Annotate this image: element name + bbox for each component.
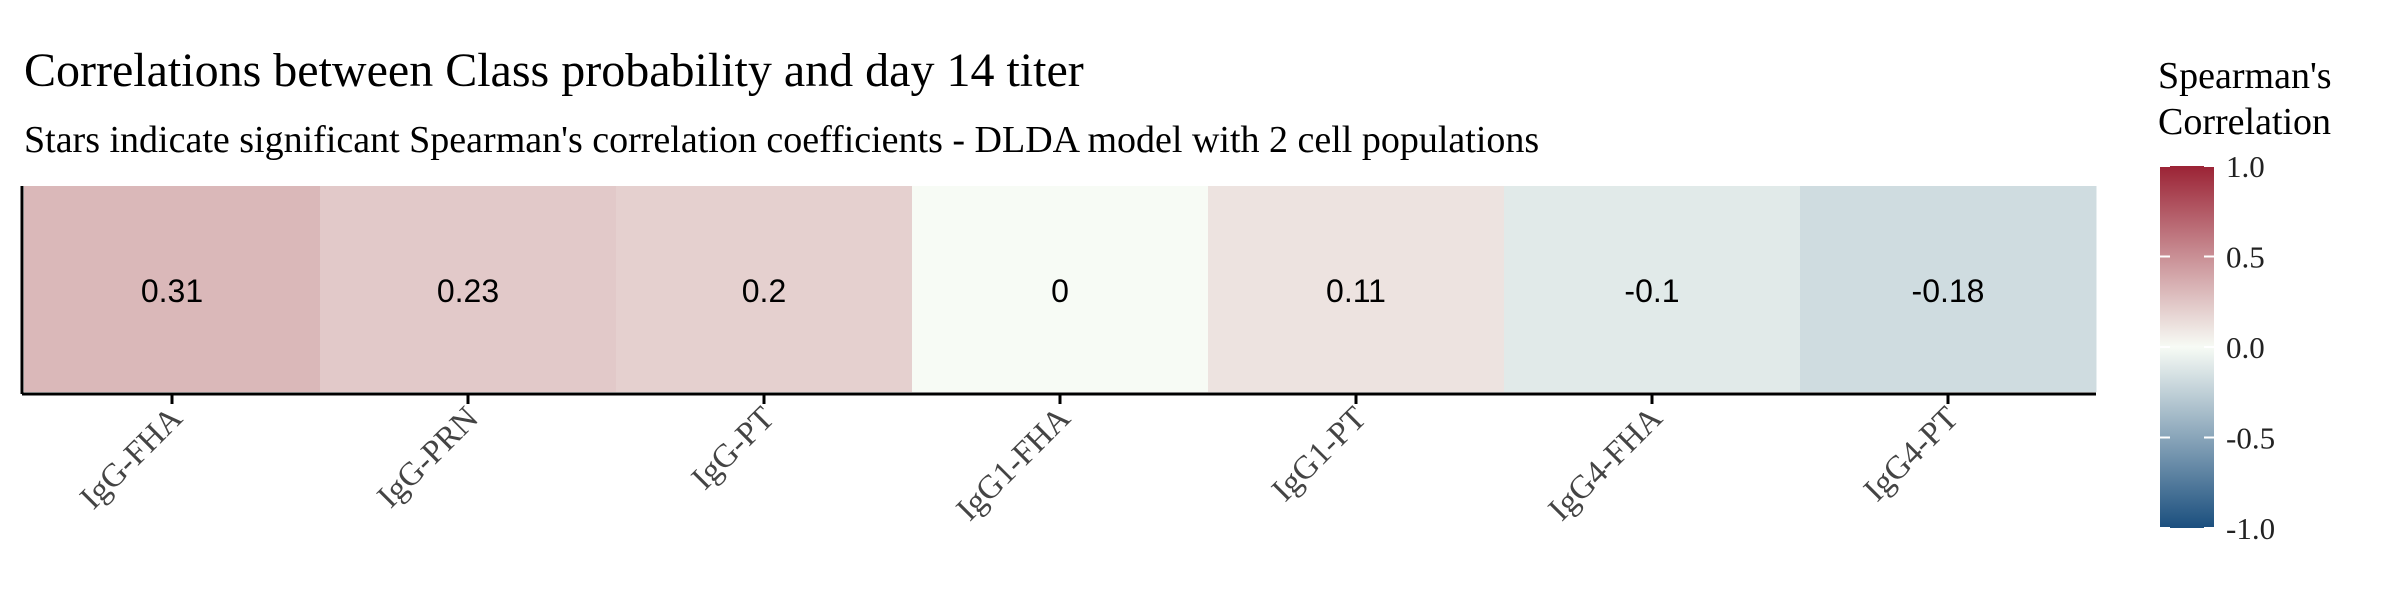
legend-tick-label: -1.0	[2226, 511, 2275, 546]
heatmap-tile	[24, 186, 321, 392]
color-legend: Spearman's Correlation 1.0 0.5 0.0 -0.5 -1.0	[2158, 55, 2332, 546]
heatmap-tile	[320, 186, 617, 392]
heatmap-tile	[616, 186, 913, 392]
cell-value-label: 0.23	[437, 273, 499, 309]
cell-value-label: -0.18	[1912, 273, 1985, 309]
cell-value-labels: 0.31 0.23 0.2 0 0.11 -0.1 -0.18	[141, 273, 1985, 309]
legend-tick-label: 1.0	[2226, 149, 2265, 184]
x-axis-tick-label: IgG1-PT	[1265, 400, 1373, 508]
heatmap-tile	[1800, 186, 2097, 392]
cell-value-label: 0.11	[1326, 273, 1386, 309]
chart-title: Correlations between Class probability a…	[24, 44, 1084, 97]
cell-value-label: -0.1	[1624, 273, 1679, 309]
heatmap-tile	[1208, 186, 1505, 392]
cell-value-label: 0.2	[742, 273, 786, 309]
heatmap-tile	[912, 186, 1209, 392]
x-axis-tick-label: IgG4-FHA	[1542, 400, 1670, 528]
legend-tick-label: 0.0	[2226, 330, 2265, 365]
legend-tick-label: 0.5	[2226, 240, 2265, 275]
x-axis-tick-label: IgG-FHA	[73, 400, 189, 516]
legend-tick-label: -0.5	[2226, 421, 2275, 456]
x-axis-tick-labels: IgG-FHA IgG-PRN IgG-PT IgG1-FHA IgG1-PT IgG4-…	[73, 400, 1965, 528]
x-axis-tick-label: IgG4-PT	[1857, 400, 1965, 508]
legend-ticks: 1.0 0.5 0.0 -0.5 -1.0	[2160, 149, 2275, 546]
x-axis-tick-label: IgG-PT	[685, 400, 782, 497]
chart-subtitle: Stars indicate significant Spearman's co…	[24, 119, 1539, 161]
x-axis-tick-label: IgG-PRN	[371, 400, 486, 515]
cell-value-label: 0	[1051, 273, 1069, 309]
x-axis-tick-label: IgG1-FHA	[950, 400, 1078, 528]
legend-title-line-1: Spearman's	[2158, 55, 2332, 97]
x-axis-ticks	[170, 394, 1950, 404]
cell-value-label: 0.31	[141, 273, 203, 309]
heatmap-tile	[1504, 186, 1801, 392]
heatmap-tiles	[24, 186, 2097, 392]
legend-title-line-2: Correlation	[2158, 101, 2331, 143]
